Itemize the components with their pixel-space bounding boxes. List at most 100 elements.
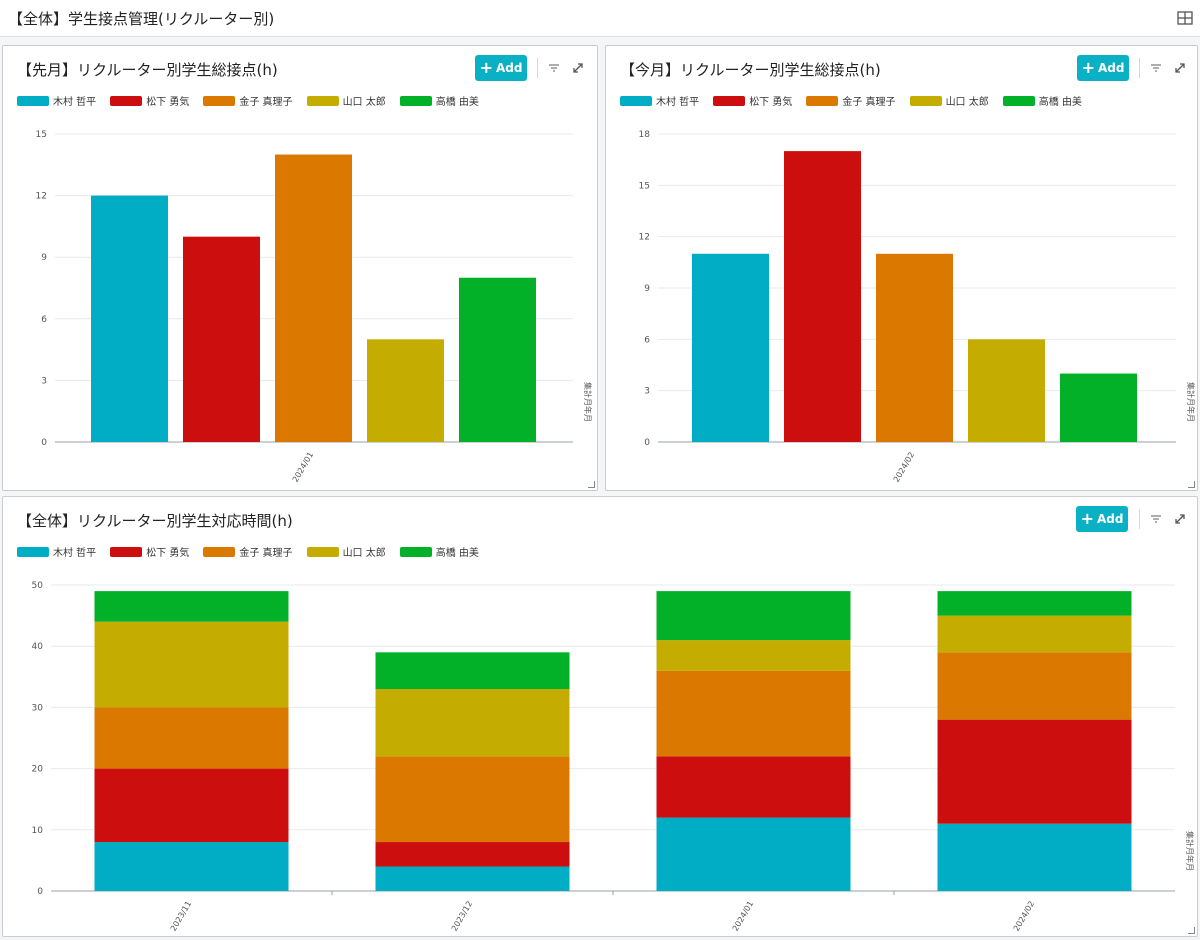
x-tick-label: 2024/01 (731, 900, 755, 933)
bar-chart: 0 3 6 9 12 15 18 2024/02 集計月年月 (639, 130, 1196, 484)
legend-item[interactable]: 松下 勇気 (110, 93, 189, 108)
add-button[interactable]: + Add (1076, 506, 1128, 532)
legend-item[interactable]: 金子 真理子 (806, 93, 896, 108)
bar[interactable] (1060, 373, 1137, 442)
legend-label: 松下 勇気 (749, 97, 793, 108)
legend-item[interactable]: 木村 哲平 (17, 544, 96, 559)
stacked-bar-segment[interactable] (937, 591, 1132, 616)
dashboard-header: 【全体】学生接点管理(リクルーター別) (0, 0, 1200, 37)
filter-icon[interactable] (1148, 60, 1164, 76)
legend-swatch (399, 95, 432, 106)
legend-item[interactable]: 金子 真理子 (203, 544, 293, 559)
add-button-label: Add (495, 61, 523, 75)
legend-label: 松下 勇気 (146, 548, 190, 559)
legend-item[interactable]: 木村 哲平 (620, 93, 699, 108)
chart-legend: 木村 哲平 松下 勇気 金子 真理子 山口 太郎 高橋 由美 (17, 93, 479, 108)
x-tick-label: 2024/01 (291, 451, 315, 484)
y-tick-label: 10 (32, 826, 44, 836)
plus-icon: + (1081, 58, 1095, 77)
y-tick-label: 40 (32, 642, 44, 652)
legend-item[interactable]: 松下 勇気 (713, 93, 792, 108)
legend-label: 木村 哲平 (53, 548, 97, 559)
stacked-bar-segment[interactable] (375, 842, 570, 867)
filter-icon[interactable] (546, 60, 562, 76)
stacked-bar-segment[interactable] (94, 707, 289, 769)
bar[interactable] (183, 236, 260, 442)
panel-last-month: 【先月】リクルーター別学生総接点(h) + Add 木村 哲平 松下 勇気 金子 真… (2, 45, 598, 491)
stacked-bar-segment[interactable] (94, 842, 289, 891)
y-tick-label: 18 (639, 130, 651, 140)
y-tick-label: 12 (639, 233, 650, 243)
legend-item[interactable]: 高橋 由美 (399, 544, 479, 559)
legend-item[interactable]: 山口 太郎 (306, 93, 386, 108)
add-button[interactable]: + Add (1077, 55, 1129, 81)
y-tick-label: 9 (644, 284, 650, 294)
stacked-bar-segment[interactable] (937, 719, 1132, 824)
legend-swatch (306, 546, 339, 557)
expand-icon[interactable] (570, 60, 586, 76)
stacked-bar-segment[interactable] (937, 652, 1132, 720)
legend-swatch (713, 95, 746, 106)
legend-swatch (620, 95, 652, 106)
bar-chart: 0 3 6 9 12 15 2024/01 集計月年月 (36, 130, 593, 484)
bar[interactable] (367, 339, 444, 442)
resize-handle[interactable] (1188, 927, 1195, 934)
y-tick-label: 15 (36, 130, 47, 140)
chart-legend: 木村 哲平 松下 勇気 金子 真理子 山口 太郎 高橋 由美 (620, 93, 1082, 108)
legend-swatch (806, 95, 839, 106)
layout-grid-icon[interactable] (1176, 9, 1194, 27)
x-axis-title: 集計月年月 (583, 382, 593, 422)
legend-item[interactable]: 金子 真理子 (203, 93, 293, 108)
stacked-bar-segment[interactable] (375, 866, 570, 891)
x-axis-title: 集計月年月 (1185, 831, 1195, 871)
add-button[interactable]: + Add (475, 55, 527, 81)
bar[interactable] (784, 151, 861, 442)
bar[interactable] (968, 339, 1045, 442)
y-tick-label: 30 (32, 703, 44, 713)
bar[interactable] (876, 253, 953, 442)
y-tick-label: 3 (41, 376, 47, 386)
legend-item[interactable]: 山口 太郎 (306, 544, 386, 559)
resize-handle[interactable] (588, 481, 595, 488)
panel-title: 【全体】リクルーター別学生対応時間(h) (17, 512, 293, 530)
stacked-bar-segment[interactable] (656, 756, 851, 818)
stacked-bar-segment[interactable] (375, 689, 570, 757)
filter-icon[interactable] (1148, 511, 1164, 527)
stacked-bar-segment[interactable] (94, 591, 289, 622)
legend-label: 山口 太郎 (342, 548, 386, 559)
legend-label: 木村 哲平 (53, 97, 97, 108)
resize-handle[interactable] (1188, 481, 1195, 488)
legend-item[interactable]: 山口 太郎 (909, 93, 989, 108)
legend-item[interactable]: 木村 哲平 (17, 93, 96, 108)
legend-label: 金子 真理子 (239, 548, 293, 559)
bar[interactable] (459, 277, 536, 442)
expand-icon[interactable] (1172, 511, 1188, 527)
stacked-bar-segment[interactable] (375, 652, 570, 690)
stacked-bar-segment[interactable] (656, 591, 851, 641)
legend-item[interactable]: 高橋 由美 (399, 93, 479, 108)
expand-icon[interactable] (1172, 60, 1188, 76)
stacked-bar-segment[interactable] (94, 621, 289, 708)
legend-swatch (203, 95, 236, 106)
stacked-bar-segment[interactable] (656, 640, 851, 671)
y-tick-label: 0 (37, 887, 43, 897)
stacked-bar-segment[interactable] (937, 823, 1132, 891)
stacked-bar-segment[interactable] (937, 615, 1132, 653)
stacked-bar-segment[interactable] (375, 756, 570, 843)
bar[interactable] (91, 195, 168, 442)
stacked-bar-segment[interactable] (656, 817, 851, 891)
bar[interactable] (692, 253, 769, 442)
legend-swatch (306, 95, 339, 106)
stacked-bar-segment[interactable] (656, 670, 851, 757)
x-axis-title: 集計月年月 (1186, 382, 1196, 422)
x-tick-label: 2023/12 (450, 900, 474, 933)
stacked-bar-segment[interactable] (94, 768, 289, 843)
chart-legend: 木村 哲平 松下 勇気 金子 真理子 山口 太郎 高橋 由美 (17, 544, 479, 559)
toolbar-divider (537, 58, 538, 78)
bar[interactable] (275, 154, 352, 442)
panel-this-month: 【今月】リクルーター別学生総接点(h) + Add 木村 哲平 松下 勇気 金子 真… (605, 45, 1198, 491)
legend-label: 木村 哲平 (656, 97, 700, 108)
y-tick-label: 20 (32, 765, 44, 775)
legend-item[interactable]: 松下 勇気 (110, 544, 189, 559)
legend-item[interactable]: 高橋 由美 (1002, 93, 1082, 108)
